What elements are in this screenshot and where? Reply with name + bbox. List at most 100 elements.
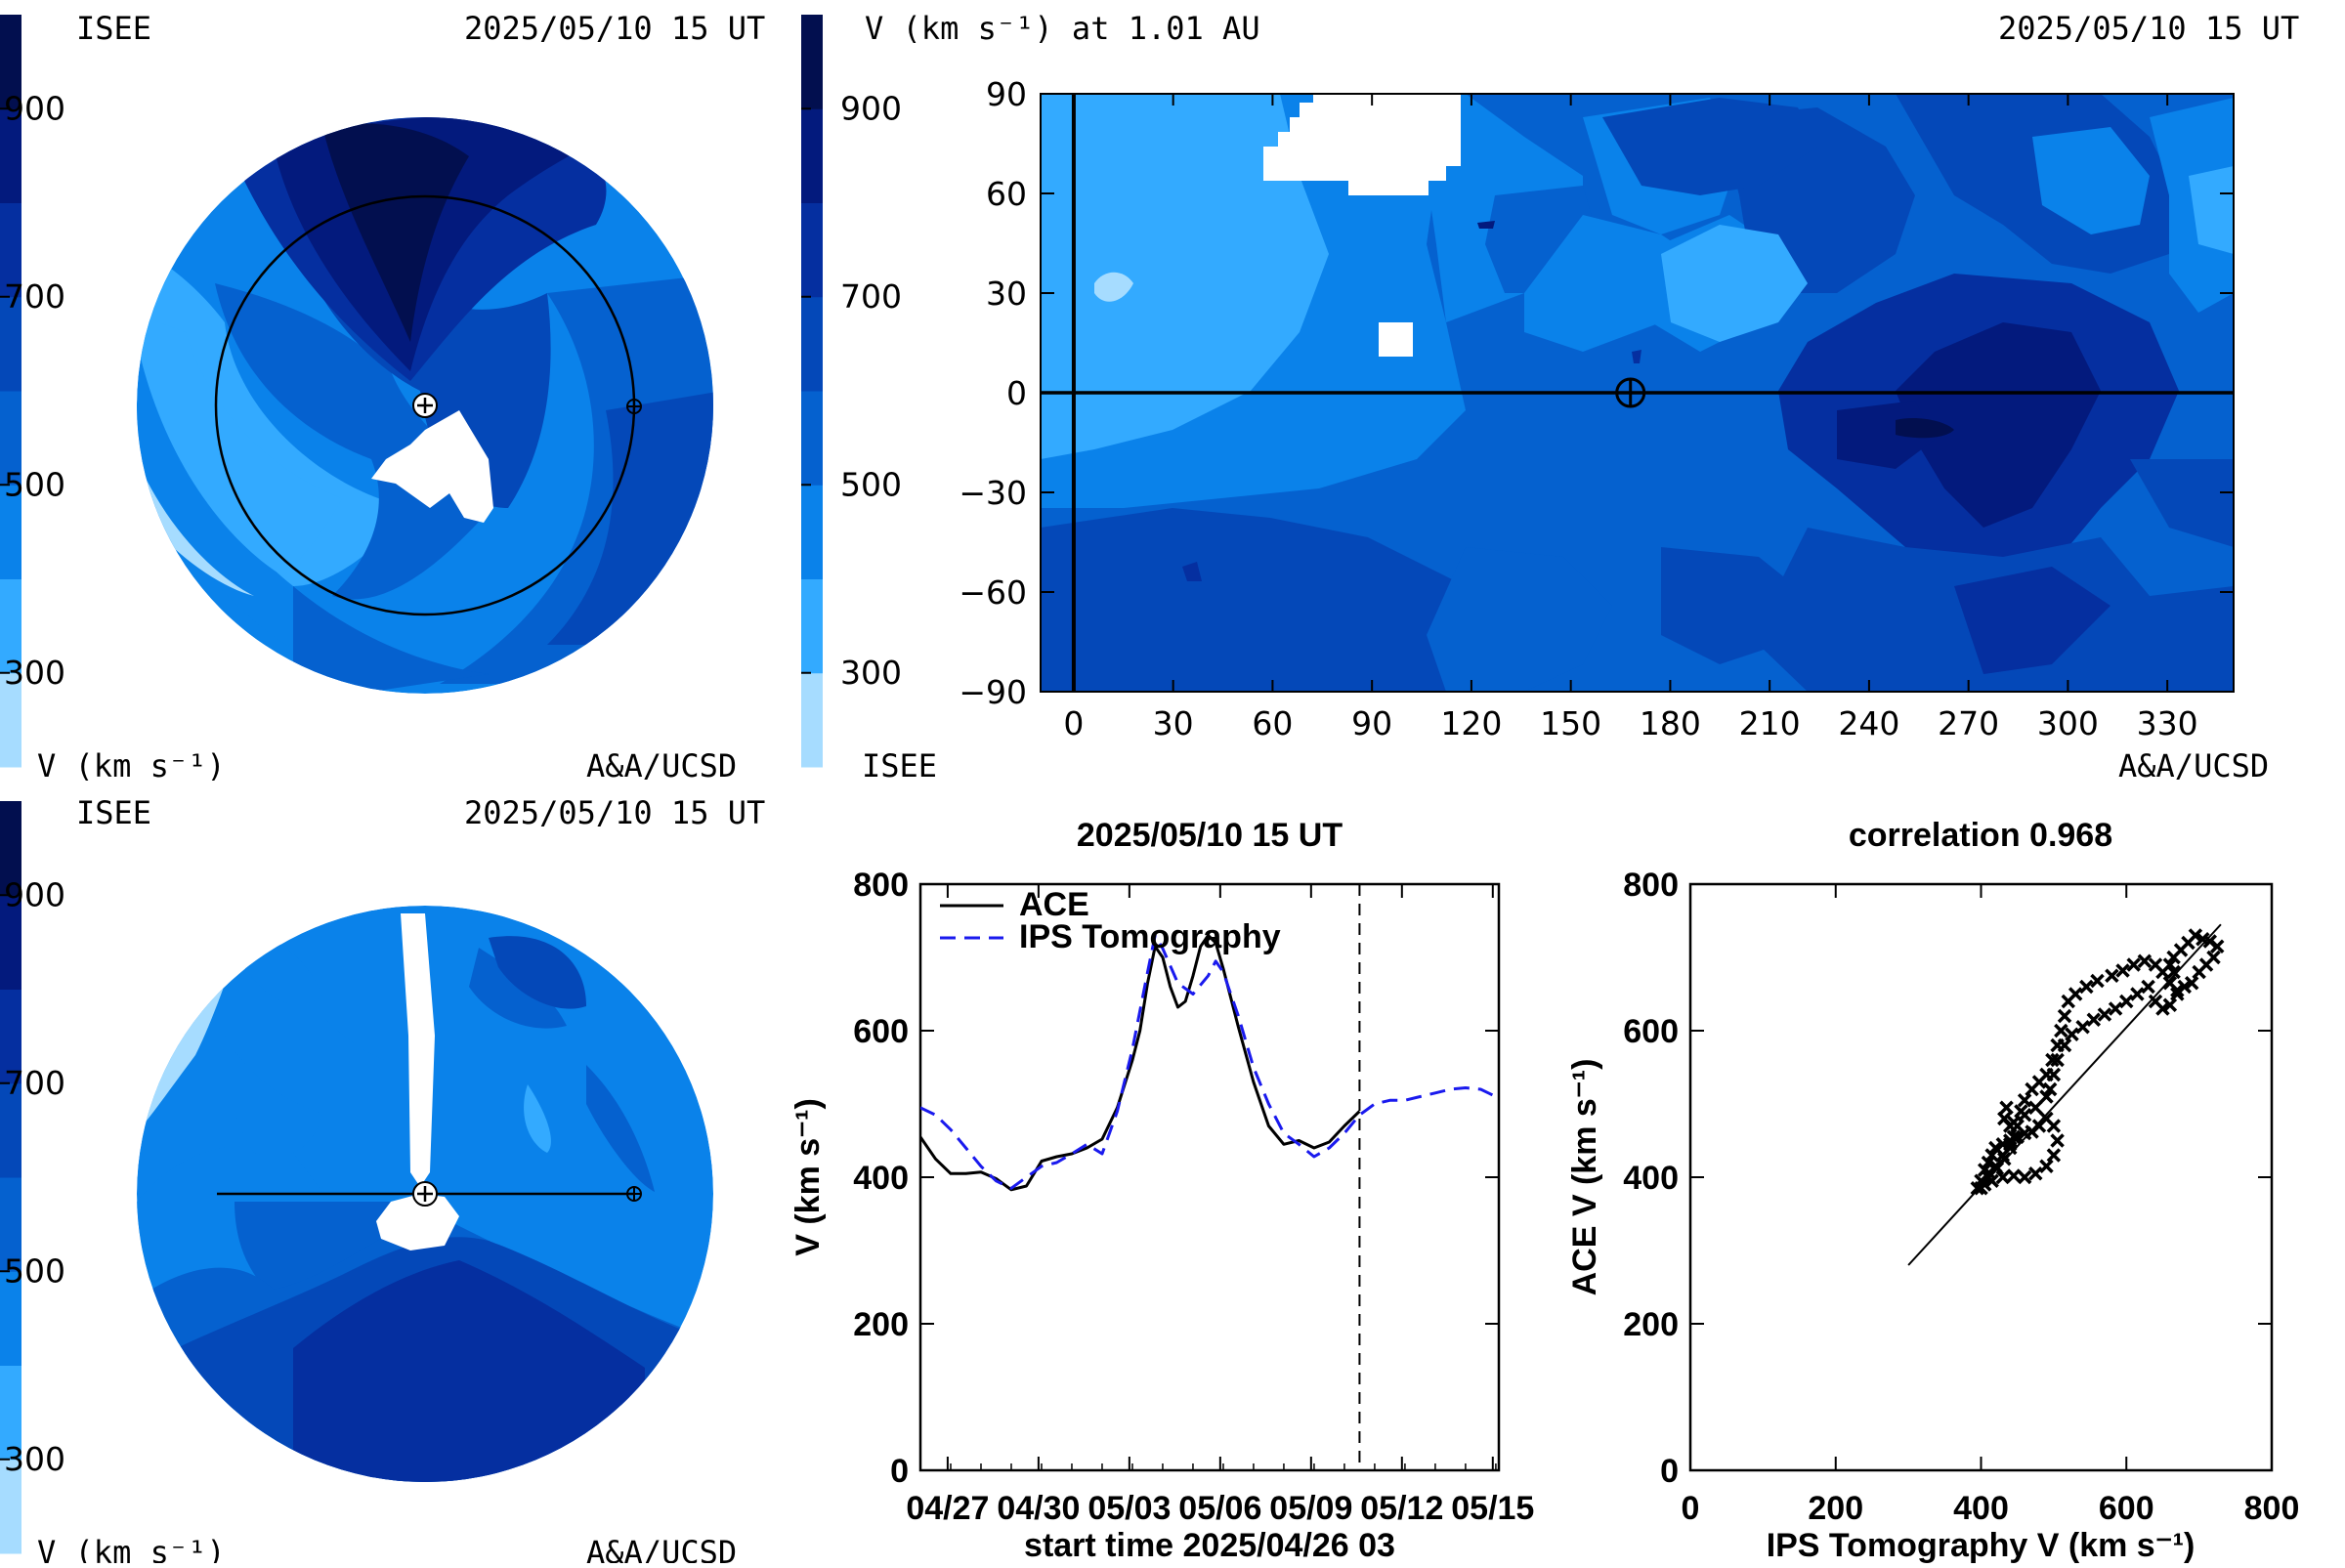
- x-tick-label: 150: [1540, 704, 1601, 742]
- panel-unit-label: V (km s⁻¹): [37, 1534, 226, 1563]
- x-axis-label: IPS Tomography V (km s⁻¹): [1767, 1527, 2196, 1563]
- scatter-point: [2003, 1140, 2018, 1156]
- scatter-point: [2050, 1133, 2065, 1148]
- map-axes: 0 30 60 90 120 150 180 210 240 270 300 3309060300−3…: [959, 75, 2234, 742]
- x-tick-label: 05/12: [1360, 1490, 1443, 1527]
- colorbar-tick-label: 500: [4, 1251, 65, 1290]
- no-data-region: [371, 410, 493, 523]
- scatter-point: [2046, 1148, 2062, 1163]
- scatter-point: [2017, 1169, 2032, 1185]
- scatter-point: [2039, 1089, 2054, 1104]
- scatter-point: [2162, 976, 2178, 991]
- x-tick-label: 180: [1640, 704, 1701, 742]
- x-tick-label: 05/06: [1178, 1490, 1261, 1527]
- scatter-point: [1995, 1169, 2011, 1185]
- colorbar-segment: [0, 391, 21, 486]
- scatter-point: [2014, 1104, 2028, 1119]
- x-tick-label: 0: [1063, 704, 1084, 742]
- colorbar-tick-label: 300: [4, 1440, 65, 1478]
- scatter-point: [2057, 1008, 2072, 1024]
- x-tick-label: 0: [1682, 1490, 1700, 1527]
- scatter-point: [2050, 1038, 2065, 1053]
- scatter-point: [2054, 1023, 2068, 1038]
- colorbar-segment: [0, 1459, 21, 1554]
- scatter-point: [2010, 1119, 2025, 1133]
- panel-ecliptic-view: ISEE 2025/05/10 15 UT V (km s⁻¹) A&A/UCS…: [37, 10, 765, 784]
- colorbar-top-left: 300 500 700 900: [0, 15, 65, 768]
- scatter-point: [2155, 1001, 2170, 1016]
- scatter-point: [2209, 939, 2225, 954]
- legend-label: IPS Tomography: [1019, 918, 1281, 955]
- y-tick-label: −90: [959, 673, 1027, 711]
- panel-meridional-view: ISEE 2025/05/10 15 UT V (km s⁻¹) A&A/UCS…: [37, 794, 765, 1568]
- colorbar-map: 300 500 700 900: [801, 15, 902, 768]
- colorbar-segment: [0, 202, 21, 298]
- scatter-point: [2086, 1012, 2102, 1027]
- colorbar-segment: [801, 108, 823, 203]
- x-axis-label: start time 2025/04/26 03: [1024, 1527, 1395, 1563]
- y-tick-label: 90: [986, 75, 1027, 113]
- colorbar-segment: [801, 296, 823, 392]
- y-tick-label: 0: [1660, 1453, 1679, 1490]
- scatter-point: [1970, 1181, 1985, 1196]
- line-series-group: [920, 934, 1497, 1192]
- map-credit-label: A&A/UCSD: [2118, 747, 2269, 784]
- colorbar-segment: [0, 578, 21, 674]
- colorbar-tick-label: 700: [840, 277, 902, 316]
- scatter-points-group: [1970, 928, 2225, 1196]
- series-ace-line: [920, 934, 1361, 1192]
- panel-scatter: correlation 0.968 0 200 400 600 800 0 200 400 60…: [1566, 817, 2299, 1564]
- no-data-region: [401, 913, 435, 1187]
- x-tick-label: 30: [1153, 704, 1194, 742]
- colorbar-segment: [0, 1365, 21, 1461]
- scatter-point: [2108, 1001, 2123, 1016]
- x-tick-label: 05/09: [1269, 1490, 1352, 1527]
- chart-title: 2025/05/10 15 UT: [1077, 817, 1343, 854]
- scatter-point: [1974, 1181, 1988, 1196]
- colorbar-segment: [801, 672, 823, 768]
- scatter-point: [2045, 1052, 2060, 1068]
- panel-isee-label: ISEE: [76, 794, 151, 831]
- scatter-point: [2115, 963, 2130, 978]
- scatter-point: [2017, 1093, 2032, 1108]
- colorbar-tick-label: 300: [840, 654, 902, 692]
- y-axis-label: V (km s⁻¹): [789, 1098, 827, 1256]
- earth-icon: [626, 1186, 642, 1202]
- scatter-point: [2126, 957, 2141, 972]
- scatter-point: [2039, 1159, 2054, 1173]
- y-tick-label: −30: [959, 474, 1027, 512]
- scatter-point: [2090, 973, 2105, 989]
- colorbar-tick-label: 900: [4, 89, 65, 127]
- colorbar-tick-label: 700: [4, 277, 65, 316]
- scatter-axes: 0 200 400 600 800 0 200 400 600 800: [1623, 867, 2299, 1527]
- scatter-point: [1983, 1166, 1997, 1181]
- colorbar-segment: [0, 801, 21, 896]
- scatter-point: [2003, 1137, 2018, 1152]
- scatter-point: [2046, 1119, 2062, 1133]
- plot-frame: [918, 882, 1501, 1472]
- scatter-point: [2119, 994, 2134, 1009]
- colorbar-segment: [0, 108, 21, 203]
- scatter-point: [1999, 1100, 2014, 1115]
- x-tick-label: 200: [1808, 1490, 1863, 1527]
- x-tick-label: 270: [1938, 704, 1999, 742]
- colorbar-tick-label: 300: [4, 654, 65, 692]
- y-tick-label: 200: [1623, 1306, 1679, 1343]
- x-tick-label: 90: [1351, 704, 1392, 742]
- sun-cross-icon: [417, 1186, 433, 1202]
- scatter-point: [2061, 994, 2075, 1009]
- colorbar-segment: [801, 391, 823, 486]
- x-tick-label: 300: [2037, 704, 2099, 742]
- colorbar-tick-label: 900: [840, 89, 902, 127]
- x-tick-label: 330: [2137, 704, 2198, 742]
- colorbar-tick-label: 700: [4, 1064, 65, 1102]
- scatter-point: [2177, 979, 2192, 995]
- x-tick-label: 04/27: [906, 1490, 989, 1527]
- colorbar-bottom-left: 300 500 700 900: [0, 801, 65, 1554]
- panel-time-series: 2025/05/10 15 UT 0 200 400 600 800 04/27 04/30…: [789, 817, 1534, 1564]
- sun-cross-icon: [417, 398, 433, 413]
- x-tick-label: 05/03: [1087, 1490, 1171, 1527]
- scatter-point: [2006, 1168, 2022, 1183]
